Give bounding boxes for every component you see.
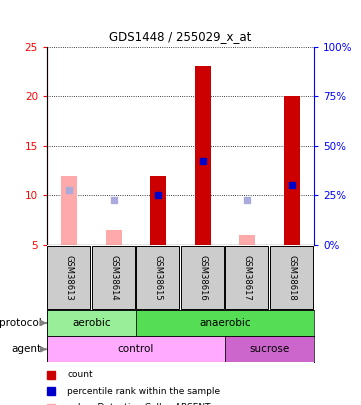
Text: GSM38616: GSM38616 [198,255,207,300]
Bar [270,246,313,309]
Text: percentile rank within the sample: percentile rank within the sample [67,387,220,396]
Bar [195,66,210,245]
Text: control: control [118,344,154,354]
Bar [61,176,77,245]
Text: GDS1448 / 255029_x_at: GDS1448 / 255029_x_at [109,30,252,43]
Text: GSM38615: GSM38615 [154,255,163,300]
Bar [239,235,255,245]
Text: GSM38613: GSM38613 [65,255,74,300]
Text: count: count [67,370,93,379]
Bar [181,246,224,309]
Bar [225,336,314,362]
Text: value, Detection Call = ABSENT: value, Detection Call = ABSENT [67,403,211,405]
Text: protocol: protocol [0,318,42,328]
Text: GSM38617: GSM38617 [243,255,252,300]
Bar [151,176,166,245]
Text: agent: agent [12,344,42,354]
Bar [47,310,136,336]
Bar [47,246,90,309]
Bar [226,246,268,309]
Bar [92,246,135,309]
Text: anaerobic: anaerobic [199,318,251,328]
Bar [106,230,122,245]
Text: GSM38614: GSM38614 [109,255,118,300]
Text: aerobic: aerobic [72,318,111,328]
Bar [136,246,179,309]
Text: sucrose: sucrose [249,344,290,354]
Bar [136,310,314,336]
Text: GSM38618: GSM38618 [287,255,296,300]
Bar [284,96,300,245]
Bar [47,336,225,362]
